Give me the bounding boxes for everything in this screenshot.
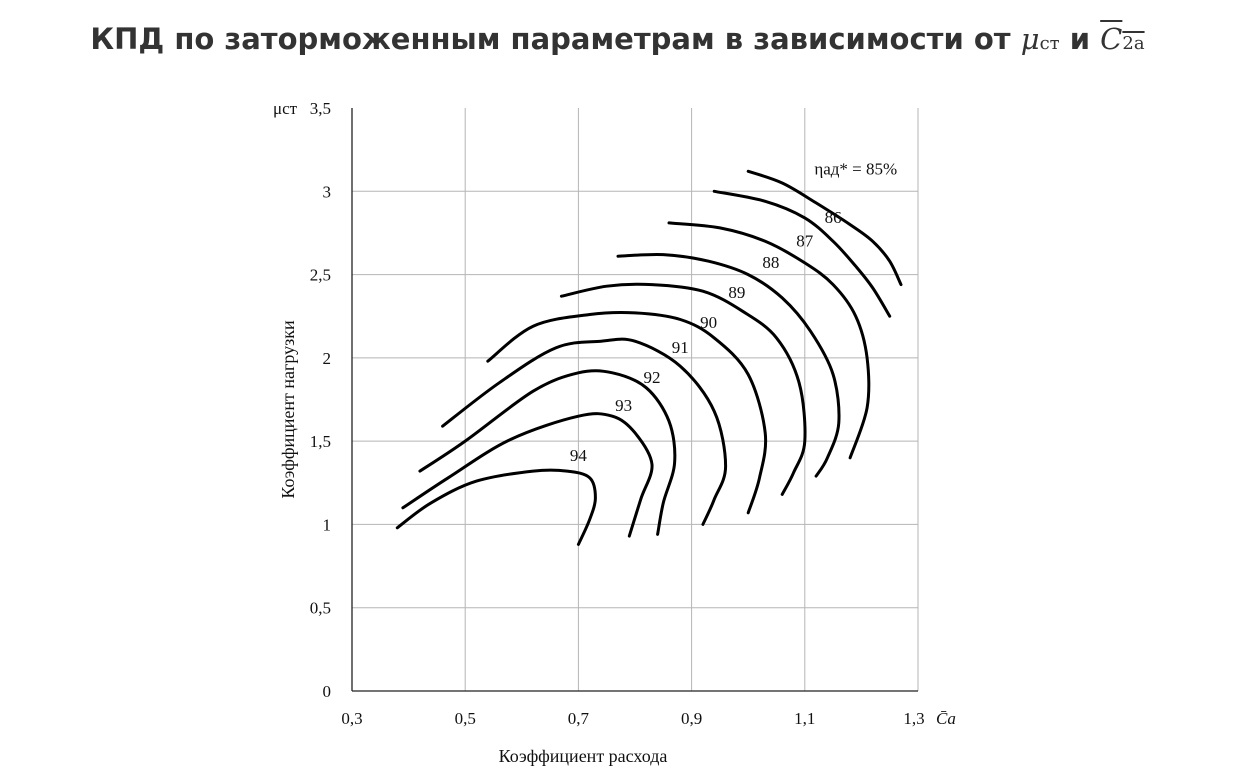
contour-line-87 [667, 221, 871, 460]
y-tick-label: 2,5 [310, 266, 331, 285]
y-tick-label: 3 [323, 182, 332, 201]
y-tick-label: 1,5 [310, 432, 331, 451]
y-axis-symbol: μст [273, 99, 298, 118]
contour-label: ηад* = 85% [814, 160, 897, 179]
y-tick-label: 0,5 [310, 599, 331, 618]
contour-label: 88 [762, 253, 779, 272]
contour-label: 92 [643, 368, 660, 387]
y-tick-label: 0 [323, 682, 332, 701]
y-tick-label: 1 [323, 515, 332, 534]
y-axis-label: Коэффициент нагрузки [278, 320, 298, 499]
x-tick-label: 0,5 [455, 709, 476, 728]
grid [352, 108, 919, 691]
title-text: КПД по заторможенным параметрам в зависи… [90, 22, 1011, 56]
contour-line-93 [401, 412, 654, 538]
contour-label: 86 [825, 208, 842, 227]
contour-line-88 [616, 252, 841, 478]
mu-symbol: μст [1020, 22, 1060, 56]
title-conjunction: и [1069, 22, 1091, 56]
x-tick-label: 0,3 [341, 709, 362, 728]
tick-labels: 0,3 0,5 0,7 0,9 1,1 1,3 0 0,5 1 1,5 2 2,5 3 3,5 μст C̄a [273, 99, 956, 728]
contour-line-92 [418, 369, 677, 536]
x-axis-label: Коэффициент расхода [499, 746, 668, 766]
c2a-symbol: C2a [1100, 22, 1145, 56]
contour-line-85 [746, 169, 903, 287]
y-tick-label: 2 [323, 349, 332, 368]
contour-line-86 [712, 189, 892, 318]
page-title: КПД по заторможенным параметрам в зависи… [0, 22, 1235, 56]
x-tick-label: 0,9 [681, 709, 702, 728]
contour-line-89 [559, 282, 807, 496]
contour-label: 87 [796, 231, 814, 250]
x-axis-symbol: C̄a [936, 709, 956, 728]
contour-line-90 [486, 310, 768, 515]
contour-label: 94 [570, 446, 588, 465]
contour-lines [395, 169, 903, 546]
y-tick-label: 3,5 [310, 99, 331, 118]
contour-line-94 [395, 468, 597, 546]
axes [351, 108, 918, 692]
contour-label: 91 [672, 338, 689, 357]
x-tick-label: 1,3 [903, 709, 924, 728]
contour-line-91 [441, 337, 728, 526]
x-tick-label: 0,7 [568, 709, 590, 728]
x-tick-label: 1,1 [794, 709, 815, 728]
contour-label: 90 [700, 313, 717, 332]
level-labels: 94 93 92 91 90 89 88 87 86 ηад* = 85% [570, 160, 897, 466]
contour-label: 89 [728, 283, 745, 302]
contour-label: 93 [615, 396, 632, 415]
